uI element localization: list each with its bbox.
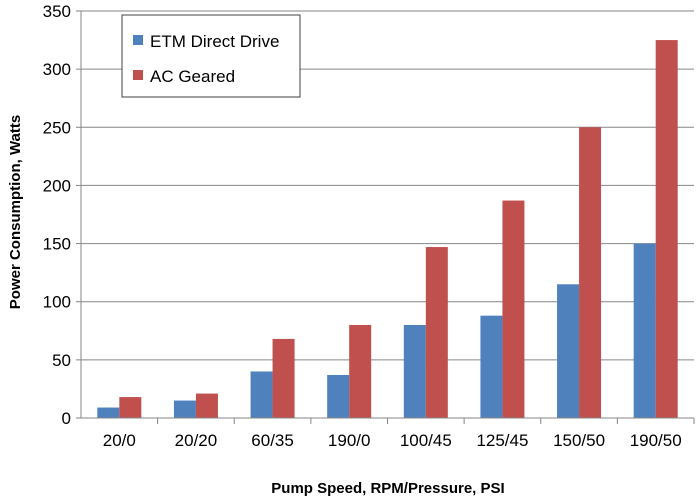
x-tick-label: 20/0	[103, 431, 136, 450]
bar-ac-geared	[195, 393, 218, 418]
axes	[80, 11, 695, 424]
bar-etm-direct-drive	[97, 407, 120, 418]
legend-swatch-ac-geared	[133, 70, 143, 80]
x-tick-label: 20/20	[175, 431, 218, 450]
x-tick-label: 190/50	[630, 431, 682, 450]
bar-etm-direct-drive	[480, 315, 503, 418]
y-tick-label: 100	[43, 293, 71, 312]
x-tick-label: 125/45	[476, 431, 528, 450]
bar-ac-geared	[502, 200, 525, 418]
y-tick-label: 0	[62, 409, 71, 428]
y-tick-label: 50	[52, 351, 71, 370]
bar-ac-geared	[655, 40, 678, 418]
legend-swatch-etm-direct-drive	[133, 35, 143, 45]
bar-etm-direct-drive	[327, 374, 350, 418]
bars	[97, 40, 678, 419]
y-tick-label: 200	[43, 176, 71, 195]
bar-etm-direct-drive	[633, 243, 656, 418]
y-tick-label: 150	[43, 235, 71, 254]
x-axis-title: Pump Speed, RPM/Pressure, PSI	[271, 480, 504, 497]
x-tick-label: 150/50	[553, 431, 605, 450]
bar-ac-geared	[349, 324, 372, 418]
bar-ac-geared	[425, 247, 448, 418]
x-tick-label: 60/35	[251, 431, 294, 450]
bar-ac-geared	[119, 397, 142, 418]
bar-etm-direct-drive	[403, 324, 426, 418]
bar-etm-direct-drive	[173, 400, 196, 418]
y-axis-title: Power Consumption, Watts	[7, 115, 24, 309]
y-tick-label: 350	[43, 2, 71, 21]
x-tick-labels: 20/0 20/20 60/35 190/0 100/45 125/45 150/50 190…	[103, 431, 682, 450]
bar-ac-geared	[579, 127, 602, 419]
x-tick-label: 190/0	[328, 431, 371, 450]
y-tick-label: 250	[43, 118, 71, 137]
y-tick-label: 300	[43, 60, 71, 79]
bar-etm-direct-drive	[250, 371, 273, 418]
bar-ac-geared	[272, 338, 295, 418]
bar-etm-direct-drive	[557, 284, 580, 418]
y-tick-labels: 0 50 100 150 200 250 300 350	[43, 2, 71, 428]
legend-label-etm-direct-drive: ETM Direct Drive	[150, 32, 279, 51]
legend: ETM Direct Drive AC Geared	[121, 14, 301, 98]
legend-box	[121, 14, 301, 98]
x-tick-label: 100/45	[400, 431, 452, 450]
legend-label-ac-geared: AC Geared	[150, 67, 235, 86]
